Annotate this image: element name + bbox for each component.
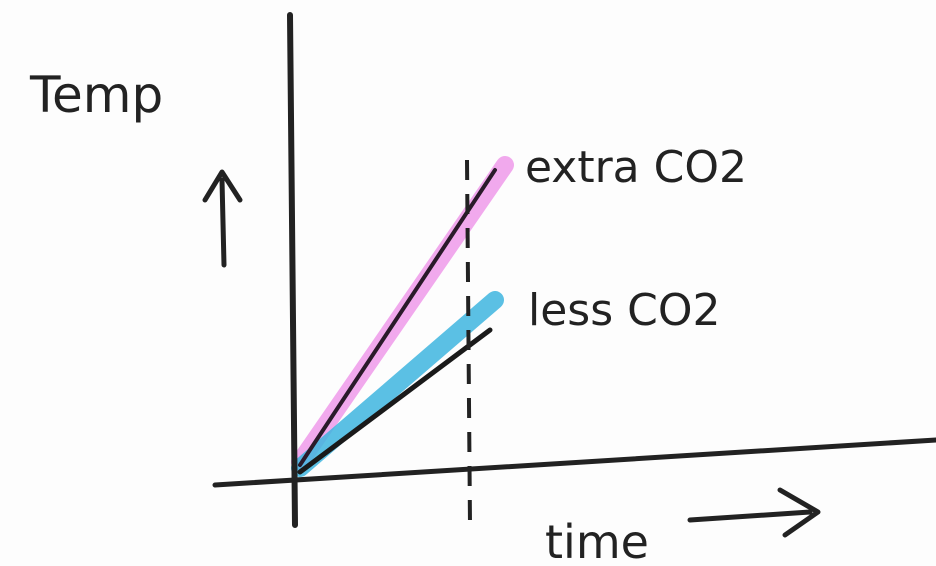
less-highlight <box>291 291 504 477</box>
y-axis <box>287 12 298 528</box>
x-axis <box>212 437 936 488</box>
y-label: Temp <box>29 66 163 124</box>
time-marker <box>465 159 472 526</box>
x-label: time <box>545 515 649 566</box>
extra-line <box>298 168 497 467</box>
line-label: less CO2 <box>528 285 720 336</box>
line-label: extra CO2 <box>525 142 747 193</box>
up-arrow <box>202 169 243 268</box>
right-arrow <box>687 487 821 538</box>
less-line <box>297 327 493 475</box>
